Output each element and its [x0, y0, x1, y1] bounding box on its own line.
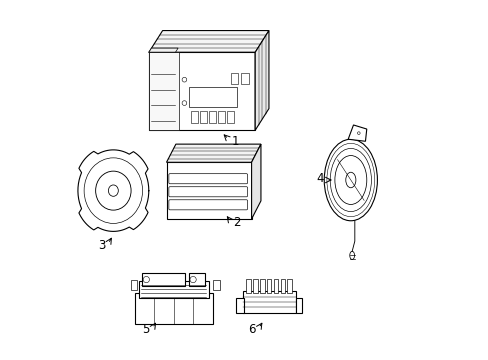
Bar — [209, 111, 216, 123]
Circle shape — [190, 276, 196, 283]
Text: 2: 2 — [232, 216, 240, 229]
Polygon shape — [347, 125, 366, 141]
Ellipse shape — [345, 172, 355, 188]
Bar — [230, 73, 238, 84]
Bar — [227, 111, 234, 123]
Bar — [242, 292, 295, 313]
FancyBboxPatch shape — [168, 187, 247, 197]
Polygon shape — [255, 31, 268, 130]
Text: 6: 6 — [248, 323, 256, 337]
FancyBboxPatch shape — [168, 174, 247, 184]
Ellipse shape — [324, 139, 377, 221]
Bar — [191, 111, 198, 123]
Circle shape — [143, 276, 149, 283]
Bar — [189, 273, 204, 286]
Polygon shape — [166, 162, 251, 219]
Circle shape — [182, 77, 186, 82]
Ellipse shape — [334, 156, 366, 204]
Bar — [218, 111, 225, 123]
Text: 3: 3 — [98, 239, 105, 252]
Bar — [260, 279, 264, 293]
Bar — [273, 279, 278, 293]
Bar — [134, 293, 212, 324]
Bar — [213, 280, 219, 291]
Polygon shape — [251, 144, 261, 219]
Circle shape — [357, 132, 359, 134]
Circle shape — [182, 101, 186, 105]
Bar — [142, 273, 185, 286]
Bar — [200, 111, 207, 123]
Bar — [138, 282, 208, 298]
Bar — [253, 279, 257, 293]
FancyBboxPatch shape — [168, 200, 247, 210]
Bar — [148, 53, 178, 130]
Bar — [241, 73, 248, 84]
Text: 4: 4 — [315, 172, 323, 185]
Bar — [236, 298, 244, 313]
Text: 1: 1 — [231, 135, 238, 148]
Bar — [295, 298, 302, 313]
Bar — [246, 279, 250, 293]
Ellipse shape — [349, 251, 354, 260]
Ellipse shape — [96, 171, 131, 210]
Bar — [266, 279, 271, 293]
Polygon shape — [148, 31, 268, 53]
Polygon shape — [148, 48, 178, 53]
Bar — [280, 279, 285, 293]
Text: 5: 5 — [142, 323, 149, 337]
Bar — [130, 280, 137, 291]
Bar — [287, 279, 291, 293]
Ellipse shape — [108, 185, 118, 196]
Polygon shape — [148, 53, 255, 130]
Polygon shape — [166, 144, 261, 162]
Bar — [189, 87, 237, 107]
